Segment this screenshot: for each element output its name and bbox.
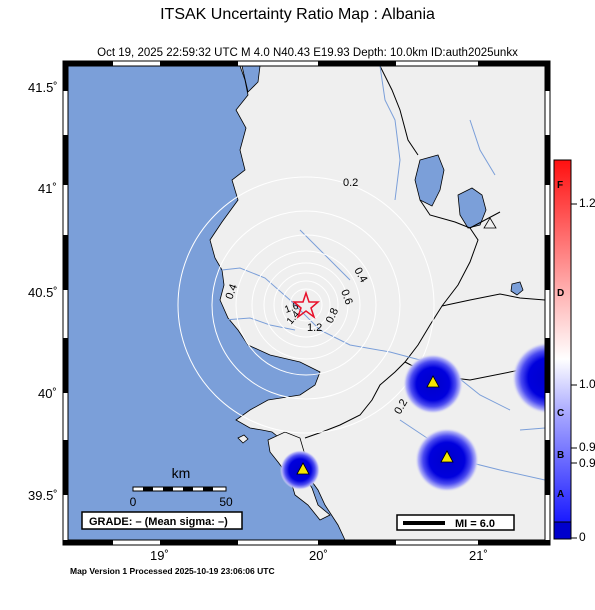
map-frame: [62, 60, 551, 546]
star-icon: [291, 290, 321, 320]
grade-label: GRADE: – (Mean sigma: –): [89, 516, 228, 528]
islet: [237, 434, 249, 444]
triangle-icon: [296, 462, 310, 475]
lon-label: 19˚: [150, 548, 169, 563]
contour-label: 0.6: [338, 288, 355, 306]
grade-box: GRADE: – (Mean sigma: –): [81, 511, 243, 530]
scale-unit: km: [172, 465, 191, 481]
uncertainty-contours: [177, 176, 435, 434]
lon-label: 20˚: [309, 548, 328, 563]
colorbar-value: 0: [579, 530, 586, 544]
lake-shkoder-coast: [241, 66, 261, 93]
colorbar-value: 1.2: [579, 196, 595, 210]
map-title: ITSAK Uncertainty Ratio Map : Albania: [160, 6, 435, 23]
lake-prespa: [457, 187, 487, 229]
contour-label: 1.2: [307, 322, 322, 334]
contour-label: 0.8: [324, 306, 341, 325]
footer-processed: Map Version 1 Processed 2025-10-19 23:06…: [70, 566, 275, 576]
colorbar-value: 0.9: [579, 456, 595, 470]
scale-bar: km 0 50: [130, 465, 233, 509]
scale-start: 0: [130, 495, 137, 509]
colorbar: [553, 159, 577, 540]
triangle-icon: [426, 375, 440, 388]
river: [379, 66, 545, 431]
lon-label: 21˚: [469, 548, 488, 563]
scale-end: 50: [219, 495, 233, 509]
river: [221, 267, 511, 411]
lat-label: 40˚: [38, 386, 57, 401]
grade-letter: C: [557, 408, 565, 419]
colorbar-value: 1.0: [579, 377, 595, 391]
event-info: Oct 19, 2025 22:59:32 UTC M 4.0 N40.43 E…: [97, 47, 518, 59]
mi-label: MI = 6.0: [455, 518, 495, 530]
grade-letter: F: [557, 180, 564, 191]
lat-label: 41˚: [38, 181, 57, 196]
station-uncertainty-blob: [512, 342, 545, 414]
grade-letter: D: [557, 288, 565, 299]
lat-label: 39.5˚: [28, 488, 58, 503]
colorbar-value: 0.9: [579, 440, 595, 454]
triangle-icon: [483, 217, 497, 229]
contour-label: 0.2: [343, 177, 358, 189]
triangle-icon: [440, 450, 454, 463]
lake-small: [510, 281, 524, 296]
lat-label: 41.5˚: [28, 80, 58, 95]
contour-label: 0.4: [224, 283, 241, 301]
lat-label: 40.5˚: [28, 285, 58, 300]
grade-letter: B: [557, 450, 565, 461]
lake-ohrid: [414, 154, 445, 207]
grade-letter: A: [557, 489, 565, 500]
mi-box: MI = 6.0: [396, 514, 515, 531]
